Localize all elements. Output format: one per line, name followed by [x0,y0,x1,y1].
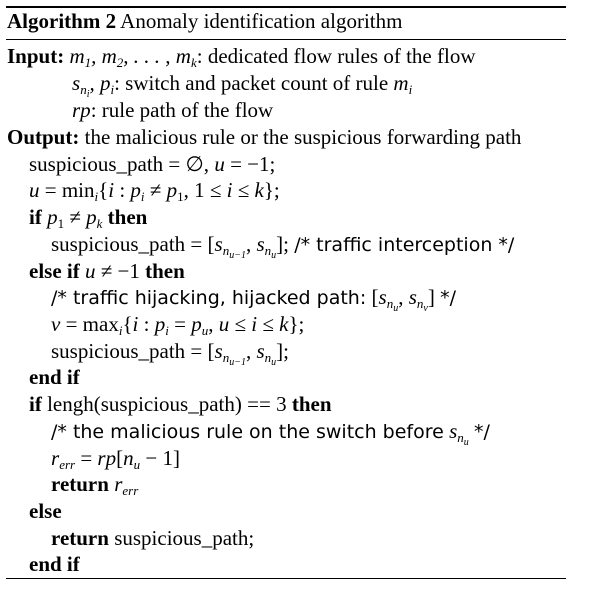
kw-if: if [29,205,42,229]
input-keyword: Input: [7,44,65,68]
kw-return: return [51,472,109,496]
input-line-1: Input: m1, m2, . . . , mk: dedicated flo… [7,43,476,69]
kw-then: then [107,205,148,229]
input-text-2: : switch and packet count of rule [114,71,394,95]
bottom-rule [6,578,566,579]
code-comment-malicious: /* the malicious rule on the switch befo… [51,419,490,448]
code-max: v = maxi{i : pi = pu, u ≤ i ≤ k}; [51,312,305,338]
comment-malicious: /* the malicious rule on the switch befo… [51,421,444,443]
code-return-rerr: return rerr [51,472,139,498]
code-assign-path: suspicious_path = [snu−1, snu]; [51,339,289,368]
input-text-1: : dedicated flow rules of the flow [196,44,476,68]
kw-end-if: end if [29,365,80,389]
kw-else: else [29,499,62,523]
code-rerr: rerr = rp[nu − 1] [51,446,180,472]
input-math-rules: m1, m2, . . . , mk [69,44,197,70]
kw-else-if: else if [29,259,80,283]
input-math-rp: rp [72,98,91,122]
code-comment-hijacking: /* traffic hijacking, hijacked path: [sn… [51,285,456,314]
output-text: the malicious rule or the suspicious for… [84,125,522,149]
comment-interception: /* traffic interception */ [294,234,515,256]
comment-hijacking: /* traffic hijacking, hijacked path: [51,287,367,309]
code-else-if: else if u ≠ −1 then [29,259,185,283]
input-line-3: rp: rule path of the flow [72,97,273,123]
return-value: suspicious_path; [114,526,255,550]
input-math-switch: sni, pi [72,71,115,100]
top-rule [6,6,566,8]
code-if-2: if lengh(suspicious_path) == 3 then [29,392,332,416]
output-line: Output: the malicious rule or the suspic… [7,124,521,150]
code-return-path: return suspicious_path; [51,526,255,550]
code-end-if-2: end if [29,552,80,576]
algorithm-title: Anomaly identification algorithm [120,9,403,33]
input-math-rule: mi [393,71,413,97]
algorithm-label: Algorithm 2 [7,9,117,33]
code-interception: suspicious_path = [snu−1, snu]; /* traff… [51,232,515,261]
algorithm-caption: Algorithm 2 Anomaly identification algor… [7,8,402,34]
code-init: suspicious_path = ∅, u = −1; [29,152,276,176]
code-end-if-1: end if [29,364,80,390]
code-if-1: if p1 ≠ pk then [29,205,148,231]
lengh-call: lengh(suspicious_path) == 3 [47,392,287,416]
code-else: else [29,498,62,524]
code-min: u = mini{i : pi ≠ p1, 1 ≤ i ≤ k}; [29,178,280,204]
ident-suspicious-path: suspicious_path [29,152,164,176]
input-text-3: : rule path of the flow [90,98,274,122]
output-keyword: Output: [7,125,80,149]
input-line-2: sni, pi: switch and packet count of rule… [72,70,413,100]
caption-rule [6,39,566,40]
